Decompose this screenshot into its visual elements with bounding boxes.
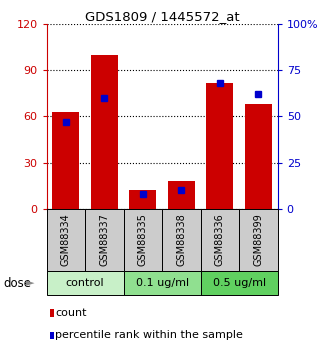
Text: GSM88334: GSM88334 bbox=[61, 214, 71, 266]
Text: dose: dose bbox=[3, 277, 31, 290]
Bar bbox=[201, 209, 239, 271]
Text: GSM88335: GSM88335 bbox=[138, 213, 148, 266]
Text: GSM88336: GSM88336 bbox=[215, 214, 225, 266]
Bar bbox=[239, 209, 278, 271]
Bar bbox=[47, 271, 124, 295]
Text: 0.1 ug/ml: 0.1 ug/ml bbox=[135, 278, 189, 288]
Bar bbox=[124, 271, 201, 295]
Text: 0.5 ug/ml: 0.5 ug/ml bbox=[213, 278, 266, 288]
Text: control: control bbox=[66, 278, 104, 288]
Bar bbox=[168, 181, 195, 209]
Bar bbox=[52, 112, 79, 209]
Title: GDS1809 / 1445572_at: GDS1809 / 1445572_at bbox=[85, 10, 239, 23]
Bar bbox=[245, 104, 272, 209]
Bar bbox=[201, 271, 278, 295]
Bar bbox=[91, 55, 118, 209]
Text: GSM88337: GSM88337 bbox=[99, 213, 109, 266]
Bar bbox=[129, 190, 156, 209]
Text: GSM88399: GSM88399 bbox=[253, 214, 264, 266]
Bar bbox=[124, 209, 162, 271]
Bar bbox=[162, 209, 201, 271]
Text: ►: ► bbox=[26, 279, 35, 288]
Text: percentile rank within the sample: percentile rank within the sample bbox=[56, 331, 243, 340]
Bar bbox=[206, 82, 233, 209]
Bar bbox=[47, 209, 85, 271]
Bar bbox=[85, 209, 124, 271]
Text: GSM88338: GSM88338 bbox=[176, 214, 187, 266]
Text: count: count bbox=[56, 308, 87, 318]
